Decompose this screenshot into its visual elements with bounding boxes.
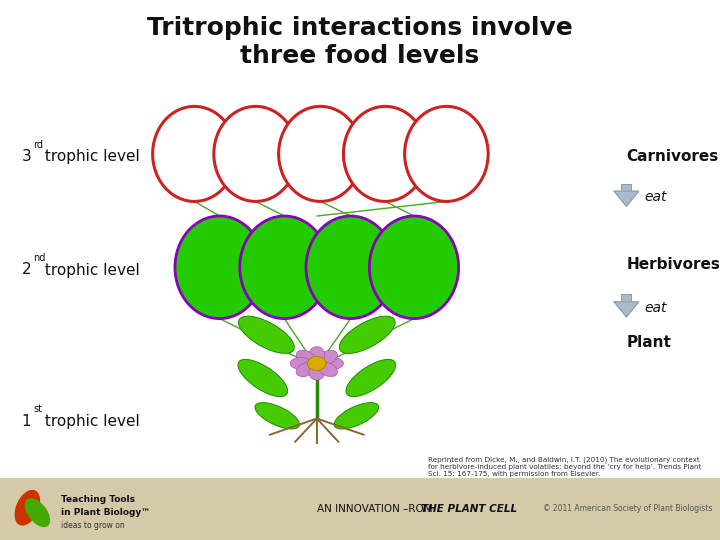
Text: Teaching Tools: Teaching Tools xyxy=(61,495,135,504)
Polygon shape xyxy=(614,302,639,317)
Text: trophic level: trophic level xyxy=(40,414,140,429)
Ellipse shape xyxy=(309,347,325,363)
Ellipse shape xyxy=(238,316,294,354)
Text: in Plant Biology™: in Plant Biology™ xyxy=(61,508,150,517)
Text: rd: rd xyxy=(33,140,43,150)
Ellipse shape xyxy=(306,216,395,319)
Ellipse shape xyxy=(322,357,343,369)
Ellipse shape xyxy=(318,350,338,365)
Text: Plant: Plant xyxy=(626,335,671,350)
Text: eat: eat xyxy=(644,301,667,315)
Text: Tritrophic interactions involve
three food levels: Tritrophic interactions involve three fo… xyxy=(147,16,573,68)
Ellipse shape xyxy=(153,106,236,201)
Text: 3: 3 xyxy=(22,149,32,164)
Text: 2: 2 xyxy=(22,262,31,278)
Ellipse shape xyxy=(24,498,50,527)
Text: Herbivores: Herbivores xyxy=(626,257,720,272)
Text: trophic level: trophic level xyxy=(40,262,140,278)
Text: st: st xyxy=(33,404,42,414)
Text: THE PLANT CELL: THE PLANT CELL xyxy=(421,504,518,514)
Ellipse shape xyxy=(318,362,338,376)
Ellipse shape xyxy=(405,106,488,201)
Text: eat: eat xyxy=(644,190,667,204)
Ellipse shape xyxy=(240,216,329,319)
Ellipse shape xyxy=(296,362,315,376)
Bar xyxy=(0,478,720,540)
Ellipse shape xyxy=(339,316,395,354)
Ellipse shape xyxy=(14,490,40,525)
Polygon shape xyxy=(614,191,639,206)
Text: Carnivores: Carnivores xyxy=(626,149,719,164)
Ellipse shape xyxy=(309,364,325,380)
Ellipse shape xyxy=(369,216,459,319)
Text: 1: 1 xyxy=(22,414,31,429)
Ellipse shape xyxy=(334,403,379,429)
Ellipse shape xyxy=(346,359,396,397)
Ellipse shape xyxy=(290,357,312,369)
Ellipse shape xyxy=(343,106,427,201)
Ellipse shape xyxy=(279,106,362,201)
Ellipse shape xyxy=(175,216,264,319)
Text: © 2011 American Society of Plant Biologists: © 2011 American Society of Plant Biologi… xyxy=(544,504,713,514)
Text: AN INNOVATION –ROM: AN INNOVATION –ROM xyxy=(317,504,439,514)
Text: ideas to grow on: ideas to grow on xyxy=(61,521,125,530)
Text: nd: nd xyxy=(33,253,45,263)
Text: Reprinted from Dicke, M., and Baldwin, I.T. (2010) The evolutionary context
for : Reprinted from Dicke, M., and Baldwin, I… xyxy=(428,457,702,477)
Ellipse shape xyxy=(238,359,288,397)
Bar xyxy=(621,294,631,302)
Ellipse shape xyxy=(255,403,300,429)
Text: trophic level: trophic level xyxy=(40,149,140,164)
Bar xyxy=(621,184,631,191)
Ellipse shape xyxy=(214,106,297,201)
Ellipse shape xyxy=(296,350,315,365)
Circle shape xyxy=(307,356,326,370)
